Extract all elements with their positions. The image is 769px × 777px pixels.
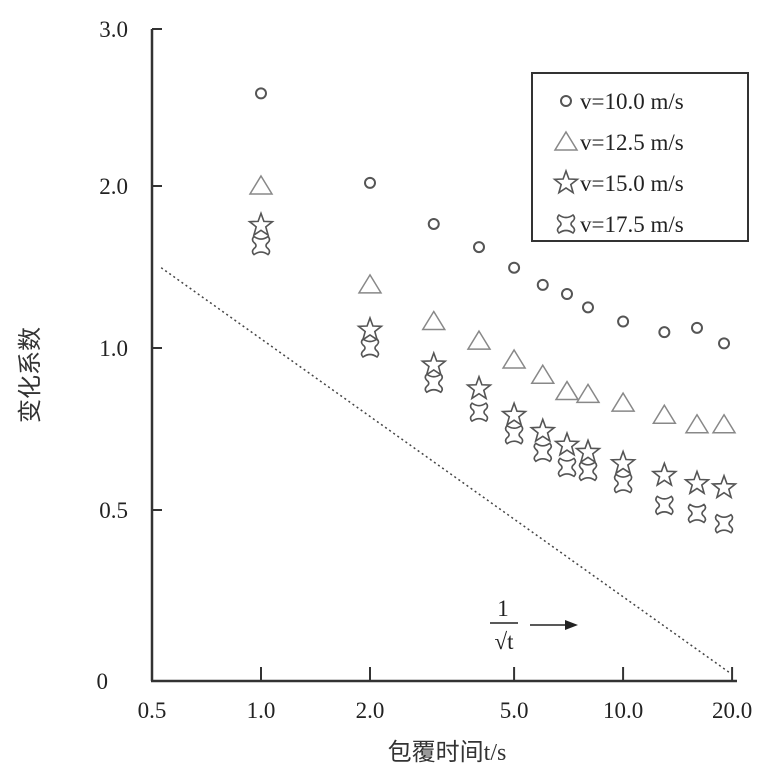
data-point-cross [360,337,380,359]
data-point-star [609,449,637,476]
data-point-cross [714,513,734,534]
legend-item: v=17.5 m/s [556,212,684,237]
data-point-circle [691,321,703,334]
data-point-cross [469,402,489,423]
data-point-triangle [357,273,383,294]
series-triangle [248,174,737,434]
data-point-circle [508,261,521,274]
y-tick-label: 3.0 [99,17,128,42]
data-point-cross [655,495,674,516]
data-point-circle [658,326,671,339]
data-point-cross [504,424,524,445]
circle-icon [560,95,572,107]
x-tick-label: 10.0 [603,698,643,723]
x-tick-label: 1.0 [247,698,276,723]
data-point-star [683,469,711,496]
data-point-triangle [711,413,737,434]
series-circle [255,87,731,350]
data-point-cross [557,457,577,478]
data-point-cross [533,442,553,463]
y-tick-label: 0.5 [99,498,128,523]
data-point-circle [473,241,485,254]
y-tick-label: 2.0 [99,174,128,199]
data-point-circle [364,176,376,189]
data-point-triangle [554,380,580,401]
data-point-circle [718,337,731,350]
legend-label: v=12.5 m/s [580,130,684,155]
data-point-triangle [684,413,710,434]
cross-icon [556,213,576,235]
triangle-icon [553,130,579,151]
data-point-star [529,417,557,443]
y-tick-label: 0 [97,669,109,694]
data-point-cross [424,373,444,394]
axes [150,29,737,683]
data-point-star [247,211,275,237]
data-point-triangle [530,363,556,384]
data-point-cross [578,461,598,482]
data-point-star [650,460,678,487]
data-point-triangle [610,391,636,412]
data-point-circle [582,301,594,314]
data-point-circle [427,217,440,230]
legend-label: v=15.0 m/s [580,171,684,196]
x-tick-label: 20.0 [712,698,752,723]
y-tick-label: 1.0 [99,336,128,361]
data-point-cross [687,503,707,524]
annotation-denominator: √t [494,629,514,654]
data-point-circle [255,87,267,100]
data-point-star [420,350,448,377]
annotation-arrowhead [565,620,578,630]
data-point-cross [613,473,633,494]
x-tick-label: 0.5 [138,698,167,723]
data-point-star [710,473,738,500]
legend-label: v=17.5 m/s [580,212,684,237]
x-axis-label: 包覆时间t/s [388,739,507,766]
legend-box [531,72,749,242]
data-point-star [574,437,602,464]
reference-line-annotation: 1 √t [490,596,578,654]
series-star [247,211,738,500]
legend: v=10.0 m/s v=12.5 m/s v=15.0 m/s v=17.5 m/s [531,72,749,242]
legend-item: v=10.0 m/s [560,89,684,114]
star-icon [552,168,580,195]
legend-item: v=12.5 m/s [553,130,684,155]
data-point-star [465,374,493,401]
data-point-triangle [652,403,677,424]
legend-label: v=10.0 m/s [580,89,684,114]
data-point-triangle [575,382,601,404]
data-point-triangle [248,174,274,195]
annotation-numerator: 1 [497,596,509,621]
x-tick-label: 5.0 [500,698,529,723]
data-point-star [500,400,528,427]
data-point-star [356,315,384,342]
data-point-star [553,430,581,457]
data-point-circle [561,287,574,300]
data-point-circle [617,315,630,328]
data-point-triangle [421,310,447,331]
data-point-cross [251,235,271,256]
data-point-triangle [501,348,527,369]
series-cross [251,235,734,534]
y-axis-label: 变化系数 [17,327,44,423]
reference-line [160,267,731,674]
legend-item: v=15.0 m/s [552,168,684,196]
data-point-circle [536,278,549,291]
data-point-triangle [466,329,492,350]
x-tick-label: 2.0 [356,698,385,723]
